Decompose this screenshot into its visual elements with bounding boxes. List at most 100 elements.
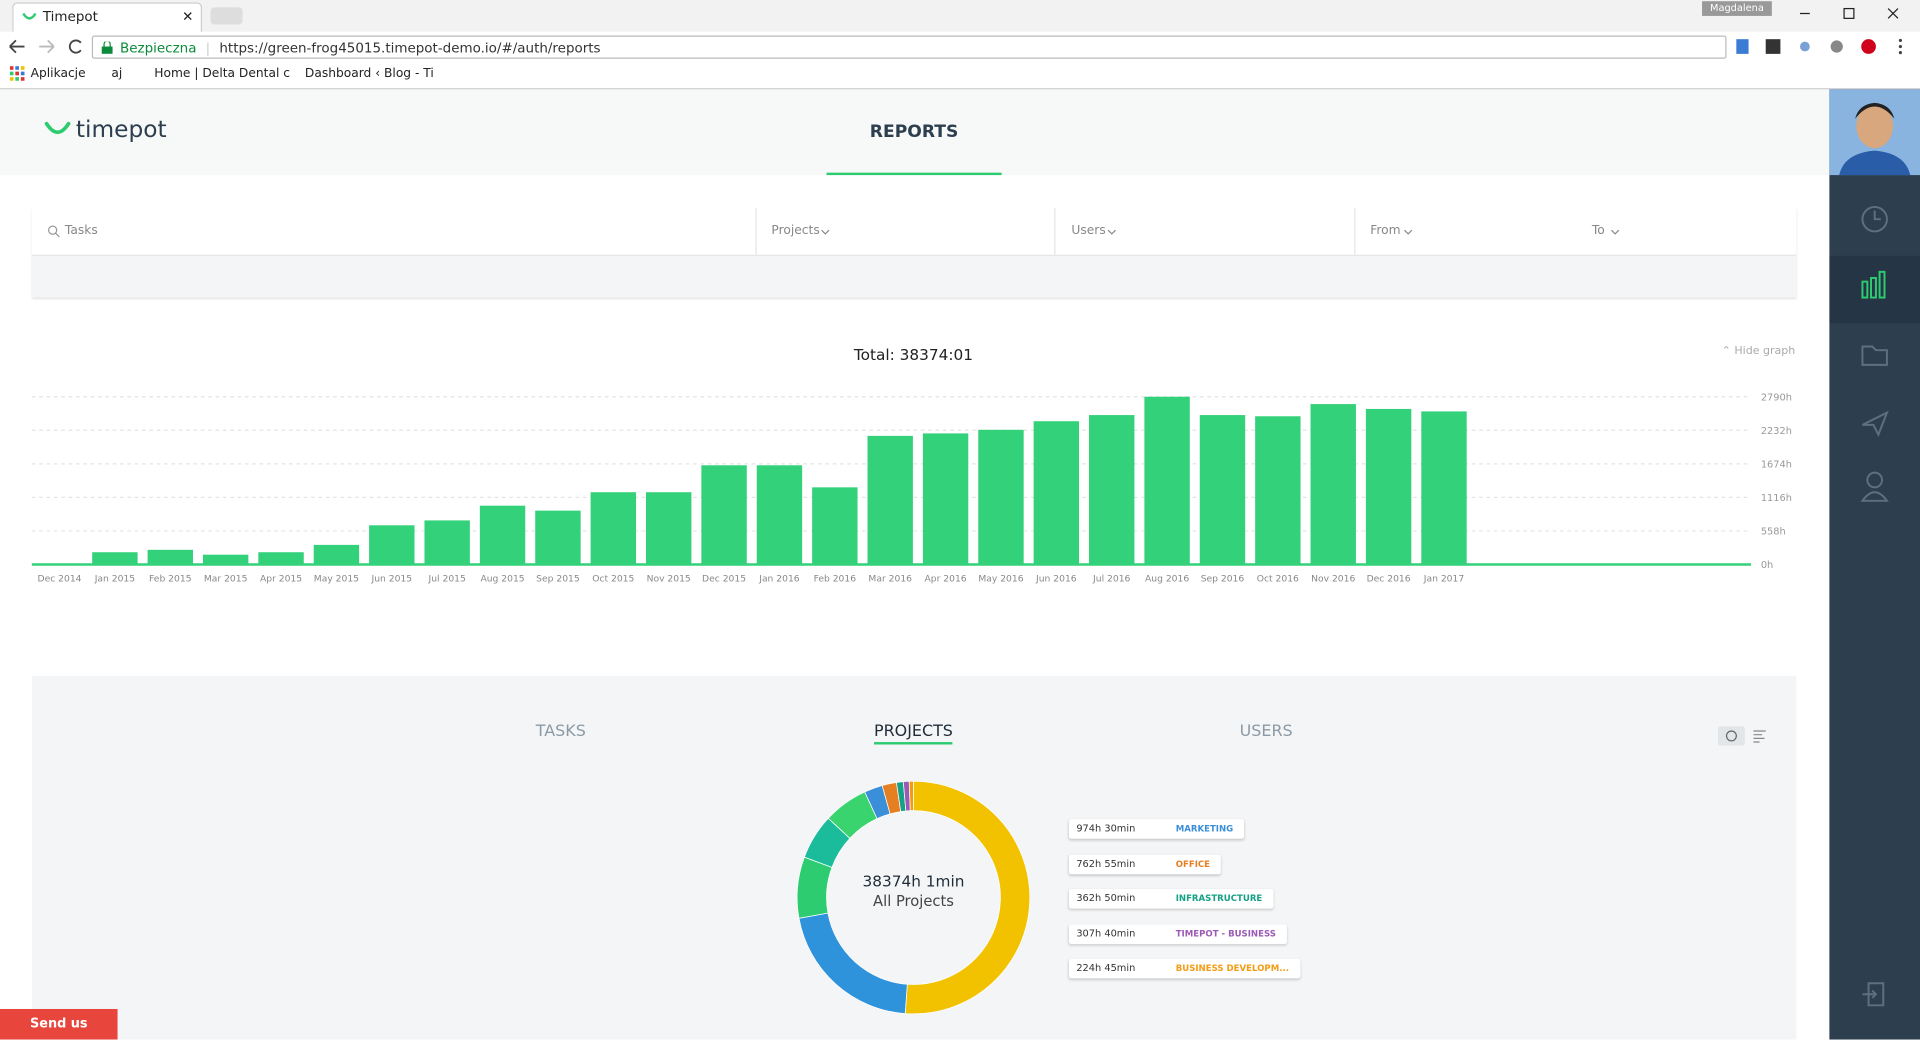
legend-value: 224h 45min — [1076, 962, 1136, 974]
bar — [369, 525, 415, 565]
bar — [147, 549, 193, 565]
users-filter[interactable]: Users — [1071, 224, 1106, 238]
donut-center-label: All Projects — [873, 892, 954, 910]
legend-value: 307h 40min — [1076, 927, 1136, 939]
legend-value: 362h 50min — [1076, 892, 1136, 904]
bar — [867, 435, 913, 565]
legend-item: 307h 40min TIMEPOT - BUSINESS — [1068, 924, 1287, 944]
security-label: Bezpieczna — [120, 40, 197, 57]
legend-name: INFRASTRUCTURE — [1175, 894, 1263, 904]
x-tick-label: Jan 2016 — [758, 574, 800, 585]
legend-item: 974h 30min MARKETING — [1068, 819, 1245, 839]
y-tick-label: 2232h — [1761, 426, 1792, 437]
x-tick-label: Oct 2016 — [1257, 574, 1299, 585]
x-tick-label: Jan 2017 — [1423, 574, 1465, 585]
pie-slice — [904, 780, 1031, 1015]
avatar-image — [1829, 89, 1920, 176]
pie-slice — [798, 912, 908, 1014]
bar — [535, 510, 581, 565]
x-tick-label: Jun 2016 — [1035, 574, 1077, 585]
bar — [978, 429, 1024, 565]
from-filter[interactable]: From — [1370, 224, 1401, 238]
bar — [92, 552, 138, 565]
x-tick-label: Aug 2016 — [1145, 574, 1189, 585]
users-tab[interactable]: USERS — [1239, 722, 1293, 741]
bar — [922, 433, 969, 565]
legend-item: 762h 55min OFFICE — [1068, 854, 1222, 874]
sidebar — [1829, 89, 1920, 1040]
pie-slice — [908, 780, 914, 812]
divider — [1354, 208, 1356, 255]
nav-buttons[interactable] — [5, 37, 86, 57]
bar — [202, 554, 249, 565]
divider — [1054, 208, 1056, 255]
url-bar[interactable]: Bezpieczna | https://green-frog45015.tim… — [91, 35, 1727, 59]
bar — [1310, 404, 1356, 565]
bookmark[interactable]: Aplikacje — [30, 67, 86, 81]
bar — [645, 492, 692, 565]
page-title[interactable]: REPORTS — [869, 122, 959, 143]
x-tick-label: Mar 2016 — [868, 574, 912, 585]
x-tick-label: Sep 2015 — [536, 574, 580, 585]
new-tab[interactable] — [210, 7, 243, 25]
avatar[interactable] — [1829, 89, 1920, 176]
x-tick-label: Aug 2015 — [480, 574, 524, 585]
window-controls[interactable] — [1788, 0, 1920, 27]
y-tick-label: 2790h — [1761, 392, 1792, 403]
legend-value: 762h 55min — [1076, 857, 1136, 869]
x-tick-label: Apr 2015 — [260, 574, 302, 585]
hide-graph-label: Hide graph — [1734, 345, 1796, 358]
legend-name: BUSINESS DEVELOPM... — [1175, 964, 1290, 974]
logo-icon — [44, 121, 71, 135]
bar — [1144, 396, 1190, 565]
view-toggle[interactable] — [1717, 726, 1769, 746]
projects-filter[interactable]: Projects — [771, 224, 820, 238]
bookmark[interactable]: aj — [111, 67, 123, 81]
tab-title: Timepot — [42, 8, 98, 25]
active-underline — [826, 172, 1002, 176]
browser-tab[interactable]: Timepot ✕ — [12, 2, 203, 32]
profile-name[interactable]: Magdalena — [1702, 1, 1772, 16]
x-tick-label: Dec 2016 — [1367, 574, 1411, 585]
bar — [313, 544, 360, 565]
tab-bar: Timepot ✕ Magdalena — [0, 0, 1920, 32]
bar — [701, 465, 747, 565]
projects-tab[interactable]: PROJECTS — [874, 722, 953, 745]
y-tick-label: 0h — [1761, 560, 1773, 571]
x-tick-label: Dec 2014 — [38, 574, 82, 585]
x-tick-label: Jul 2016 — [1092, 574, 1130, 585]
x-tick-label: May 2015 — [314, 574, 359, 585]
legend-name: OFFICE — [1175, 859, 1211, 869]
tab-close[interactable]: ✕ — [182, 8, 194, 25]
y-tick-label: 1674h — [1761, 460, 1792, 471]
x-tick-label: Mar 2015 — [204, 574, 248, 585]
to-filter[interactable]: To — [1591, 224, 1605, 238]
logo[interactable]: timepot — [75, 116, 167, 144]
bookmark[interactable]: Home | Delta Dental c — [154, 67, 290, 81]
hide-graph[interactable]: ⌃ Hide graph — [1721, 345, 1796, 358]
total-label: Total: 38374:01 — [853, 345, 974, 364]
filter-row — [31, 208, 1797, 256]
filter-box — [31, 208, 1797, 298]
lock-icon — [101, 41, 113, 54]
feedback-button[interactable]: Send us feedback — [0, 1008, 118, 1040]
bar — [424, 520, 470, 565]
task-search[interactable]: Tasks — [64, 224, 98, 238]
extensions[interactable] — [1734, 37, 1912, 57]
x-tick-label: Dec 2015 — [702, 574, 746, 585]
x-tick-label: Feb 2015 — [149, 574, 192, 585]
bar — [590, 492, 637, 565]
bar — [812, 487, 858, 565]
x-tick-label: Sep 2016 — [1201, 574, 1245, 585]
x-tick-label: Apr 2016 — [925, 574, 967, 585]
x-tick-label: Jun 2015 — [371, 574, 413, 585]
bar — [1365, 408, 1412, 565]
bookmark[interactable]: Dashboard ‹ Blog - Ti — [304, 67, 434, 81]
tasks-tab[interactable]: TASKS — [535, 722, 586, 741]
legend-item: 362h 50min INFRASTRUCTURE — [1068, 889, 1274, 909]
x-tick-label: Nov 2016 — [1311, 574, 1355, 585]
y-tick-label: 1116h — [1761, 493, 1792, 504]
